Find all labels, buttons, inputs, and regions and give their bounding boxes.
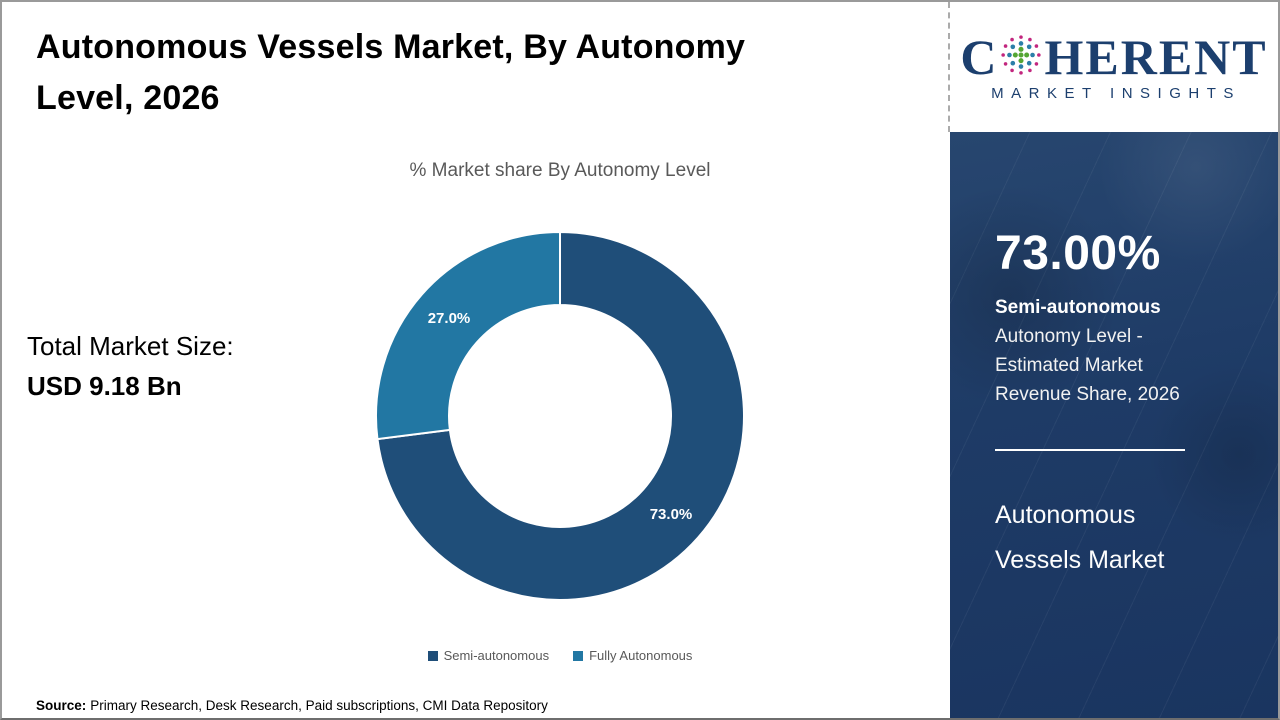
legend-item-semi-autonomous: Semi-autonomous <box>427 648 550 663</box>
sidebar-market-name: Autonomous Vessels Market <box>995 500 1165 574</box>
source-label: Source: <box>36 698 87 713</box>
logo-letters-herent: HERENT <box>1044 29 1268 85</box>
logo-letter-c: C <box>960 29 999 85</box>
slice-label: 27.0% <box>428 310 471 327</box>
total-market-size-block: Total Market Size: USD 9.18 Bn <box>27 326 234 406</box>
total-market-size-label: Total Market Size: <box>27 331 234 361</box>
chart-legend: Semi-autonomous Fully Autonomous <box>310 648 810 663</box>
legend-swatch-fully-autonomous <box>573 650 584 661</box>
stat-value: 73.00% <box>995 227 1161 280</box>
sidebar-divider-line <box>995 448 1185 451</box>
slice-label: 73.0% <box>650 506 693 523</box>
globe-outer-ring <box>1001 35 1042 75</box>
vertical-dashed-divider <box>948 2 950 132</box>
total-market-size-value: USD 9.18 Bn <box>27 371 182 401</box>
stat-description: Autonomy Level - Estimated Market Revenu… <box>995 325 1180 405</box>
globe-dots-icon <box>1001 35 1042 75</box>
source-line: Source: Primary Research, Desk Research, … <box>36 698 548 713</box>
chart-title: % Market share By Autonomy Level <box>409 160 711 181</box>
stat-category: Semi-autonomous <box>995 296 1161 318</box>
donut-chart: 73.0% 27.0% <box>375 231 745 601</box>
globe-middle-ring <box>1007 41 1036 69</box>
legend-item-fully-autonomous: Fully Autonomous <box>573 648 692 663</box>
donut-slice-fully-autonomous <box>375 231 561 441</box>
page-title: Autonomous Vessels Market, By Autonomy L… <box>36 28 746 117</box>
donut-slice-semi-autonomous <box>376 231 745 601</box>
source-text: Primary Research, Desk Research, Paid su… <box>90 698 548 713</box>
brand-logo: C <box>950 2 1278 132</box>
logo-subtitle: MARKET INSIGHTS <box>991 85 1241 102</box>
legend-label: Semi-autonomous <box>443 648 550 663</box>
globe-center-dots <box>1013 46 1030 64</box>
legend-label: Fully Autonomous <box>589 648 693 663</box>
sidebar: 73.00% Semi-autonomous Autonomy Level - … <box>950 132 1278 718</box>
logo-wordmark: C <box>960 32 1267 82</box>
legend-swatch-semi-autonomous <box>427 650 438 661</box>
